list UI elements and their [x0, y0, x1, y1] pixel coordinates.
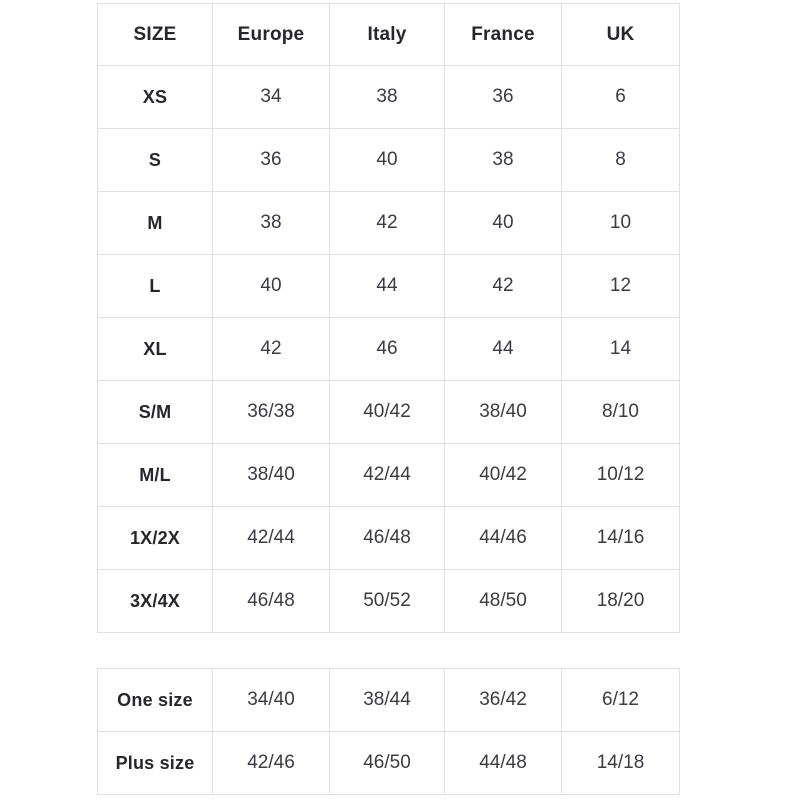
table-row: XL 42 46 44 14 [97, 317, 680, 381]
special-sizes-table: One size 34/40 38/44 36/42 6/12 Plus siz… [97, 668, 680, 795]
table-row: XS 34 38 36 6 [97, 65, 680, 129]
table-row: M 38 42 40 10 [97, 191, 680, 255]
cell-value: 42 [329, 191, 445, 255]
cell-value: 34 [212, 65, 330, 129]
cell-value: 38 [444, 128, 562, 192]
cell-value: 40 [444, 191, 562, 255]
cell-value: 38 [329, 65, 445, 129]
cell-value: 42 [212, 317, 330, 381]
cell-value: 8/10 [561, 380, 680, 444]
row-label: 1X/2X [97, 506, 213, 570]
cell-value: 40 [212, 254, 330, 318]
table-row: S 36 40 38 8 [97, 128, 680, 192]
cell-value: 36 [212, 128, 330, 192]
cell-value: 14 [561, 317, 680, 381]
cell-value: 18/20 [561, 569, 680, 633]
row-label: XS [97, 65, 213, 129]
cell-value: 42/44 [212, 506, 330, 570]
column-header-france: France [444, 3, 562, 66]
cell-value: 34/40 [212, 668, 330, 732]
cell-value: 46/50 [329, 731, 445, 795]
cell-value: 44 [444, 317, 562, 381]
cell-value: 6/12 [561, 668, 680, 732]
row-label: M/L [97, 443, 213, 507]
size-conversion-table: SIZE Europe Italy France UK XS 34 38 36 … [97, 3, 680, 633]
cell-value: 42/44 [329, 443, 445, 507]
cell-value: 36/42 [444, 668, 562, 732]
cell-value: 6 [561, 65, 680, 129]
cell-value: 46 [329, 317, 445, 381]
cell-value: 44/46 [444, 506, 562, 570]
cell-value: 40 [329, 128, 445, 192]
cell-value: 42 [444, 254, 562, 318]
table-row: 3X/4X 46/48 50/52 48/50 18/20 [97, 569, 680, 633]
row-label: S [97, 128, 213, 192]
cell-value: 14/16 [561, 506, 680, 570]
cell-value: 38/44 [329, 668, 445, 732]
cell-value: 10 [561, 191, 680, 255]
cell-value: 46/48 [329, 506, 445, 570]
cell-value: 36/38 [212, 380, 330, 444]
row-label: L [97, 254, 213, 318]
table-row: One size 34/40 38/44 36/42 6/12 [97, 668, 680, 732]
cell-value: 44/48 [444, 731, 562, 795]
cell-value: 38/40 [444, 380, 562, 444]
column-header-size: SIZE [97, 3, 213, 66]
size-chart-container: SIZE Europe Italy France UK XS 34 38 36 … [97, 3, 680, 795]
row-label: S/M [97, 380, 213, 444]
cell-value: 40/42 [329, 380, 445, 444]
tables-divider-gap [97, 633, 680, 668]
cell-value: 38 [212, 191, 330, 255]
cell-value: 38/40 [212, 443, 330, 507]
cell-value: 42/46 [212, 731, 330, 795]
cell-value: 14/18 [561, 731, 680, 795]
table-row: Plus size 42/46 46/50 44/48 14/18 [97, 731, 680, 795]
column-header-italy: Italy [329, 3, 445, 66]
table-header-row: SIZE Europe Italy France UK [97, 3, 680, 66]
table-row: S/M 36/38 40/42 38/40 8/10 [97, 380, 680, 444]
cell-value: 36 [444, 65, 562, 129]
column-header-europe: Europe [212, 3, 330, 66]
table-row: M/L 38/40 42/44 40/42 10/12 [97, 443, 680, 507]
cell-value: 8 [561, 128, 680, 192]
table-row: 1X/2X 42/44 46/48 44/46 14/16 [97, 506, 680, 570]
cell-value: 50/52 [329, 569, 445, 633]
table-row: L 40 44 42 12 [97, 254, 680, 318]
cell-value: 40/42 [444, 443, 562, 507]
row-label: 3X/4X [97, 569, 213, 633]
cell-value: 44 [329, 254, 445, 318]
cell-value: 12 [561, 254, 680, 318]
cell-value: 10/12 [561, 443, 680, 507]
row-label: XL [97, 317, 213, 381]
cell-value: 48/50 [444, 569, 562, 633]
row-label: M [97, 191, 213, 255]
column-header-uk: UK [561, 3, 680, 66]
row-label-plus-size: Plus size [97, 731, 213, 795]
row-label-one-size: One size [97, 668, 213, 732]
cell-value: 46/48 [212, 569, 330, 633]
